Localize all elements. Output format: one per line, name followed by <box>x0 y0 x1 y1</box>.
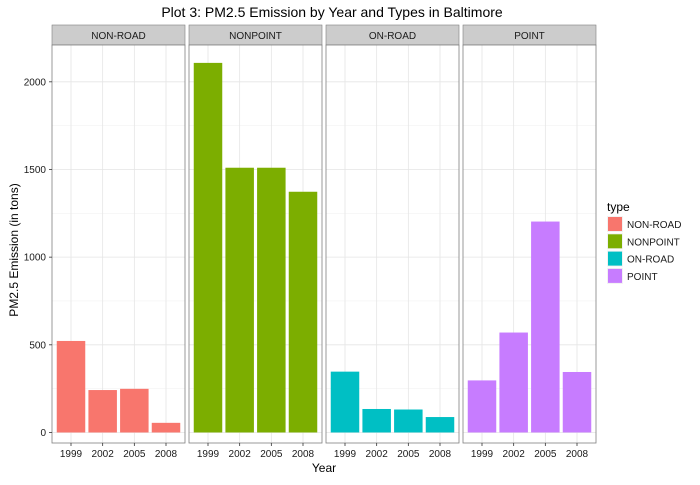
legend-swatch-non-road <box>608 217 622 231</box>
legend-title: type <box>607 200 630 214</box>
chart-title: Plot 3: PM2.5 Emission by Year and Types… <box>161 4 503 20</box>
x-tick-label: 2002 <box>92 449 115 460</box>
bar-non-road-1999 <box>56 340 86 433</box>
x-tick-label: 2008 <box>566 449 589 460</box>
facet-strip-label: NON-ROAD <box>91 31 145 42</box>
bar-on-road-1999 <box>330 371 360 433</box>
legend-swatch-nonpoint <box>608 234 622 249</box>
bar-nonpoint-2005 <box>257 167 286 433</box>
bar-point-2005 <box>531 221 560 433</box>
y-tick-label: 2000 <box>24 77 47 88</box>
y-tick-label: 0 <box>40 428 46 439</box>
legend: type NON-ROAD NONPOINT ON-ROAD POINT <box>607 200 681 284</box>
x-tick-label: 2002 <box>503 449 526 460</box>
x-tick-label: 2008 <box>292 449 315 460</box>
bar-non-road-2002 <box>88 390 117 433</box>
bar-non-road-2005 <box>120 388 149 433</box>
bar-on-road-2008 <box>425 417 455 433</box>
facet-panel-on-road: ON-ROAD 1999 2002 2005 2008 <box>325 24 460 460</box>
panel-border <box>462 44 597 444</box>
bar-nonpoint-1999 <box>193 62 223 433</box>
x-tick-label: 2005 <box>260 449 283 460</box>
facet-strip-label: NONPOINT <box>229 31 282 42</box>
y-axis: 0 500 1000 1500 2000 <box>24 77 52 439</box>
x-tick-label: 2005 <box>534 449 557 460</box>
x-tick-label: 1999 <box>334 449 357 460</box>
x-tick-label: 2002 <box>229 449 252 460</box>
facet-panel-non-road: NON-ROAD 1999 2002 2005 2008 <box>51 24 186 460</box>
x-tick-label: 2005 <box>123 449 146 460</box>
panel-border <box>51 44 186 444</box>
legend-label: ON-ROAD <box>627 255 674 266</box>
bar-point-1999 <box>467 380 497 433</box>
x-tick-label: 2008 <box>429 449 452 460</box>
x-tick-label: 1999 <box>471 449 494 460</box>
bar-on-road-2005 <box>394 409 423 433</box>
facet-panels: NON-ROAD 1999 2002 2005 2008 NONPOINT 1999 2002… <box>51 24 597 460</box>
bar-nonpoint-2002 <box>225 167 254 433</box>
y-tick-label: 1000 <box>24 253 47 264</box>
bar-nonpoint-2008 <box>288 191 318 433</box>
x-tick-label: 1999 <box>197 449 220 460</box>
y-axis-label: PM2.5 Emission (in tons) <box>7 183 21 316</box>
y-tick-label: 500 <box>29 340 46 351</box>
x-axis-label: Year <box>312 461 336 475</box>
panel-border <box>188 44 323 444</box>
bar-point-2008 <box>562 371 592 433</box>
x-tick-label: 2005 <box>397 449 420 460</box>
y-tick-label: 1500 <box>24 165 47 176</box>
legend-swatch-point <box>608 268 622 283</box>
legend-label: NONPOINT <box>627 237 680 248</box>
legend-label: POINT <box>627 272 658 283</box>
facet-panel-nonpoint: NONPOINT 1999 2002 2005 2008 <box>188 24 323 460</box>
facet-strip-label: ON-ROAD <box>369 31 416 42</box>
facet-strip-label: POINT <box>514 31 545 42</box>
x-tick-label: 2002 <box>366 449 389 460</box>
facet-panel-point: POINT 1999 2002 2005 2008 <box>462 24 597 460</box>
x-tick-label: 2008 <box>155 449 178 460</box>
bar-point-2002 <box>499 332 528 433</box>
x-tick-label: 1999 <box>60 449 83 460</box>
bar-non-road-2008 <box>151 422 181 433</box>
legend-label: NON-ROAD <box>627 220 681 231</box>
bar-on-road-2002 <box>362 408 391 433</box>
legend-swatch-on-road <box>608 251 622 266</box>
panel-border <box>325 44 460 444</box>
